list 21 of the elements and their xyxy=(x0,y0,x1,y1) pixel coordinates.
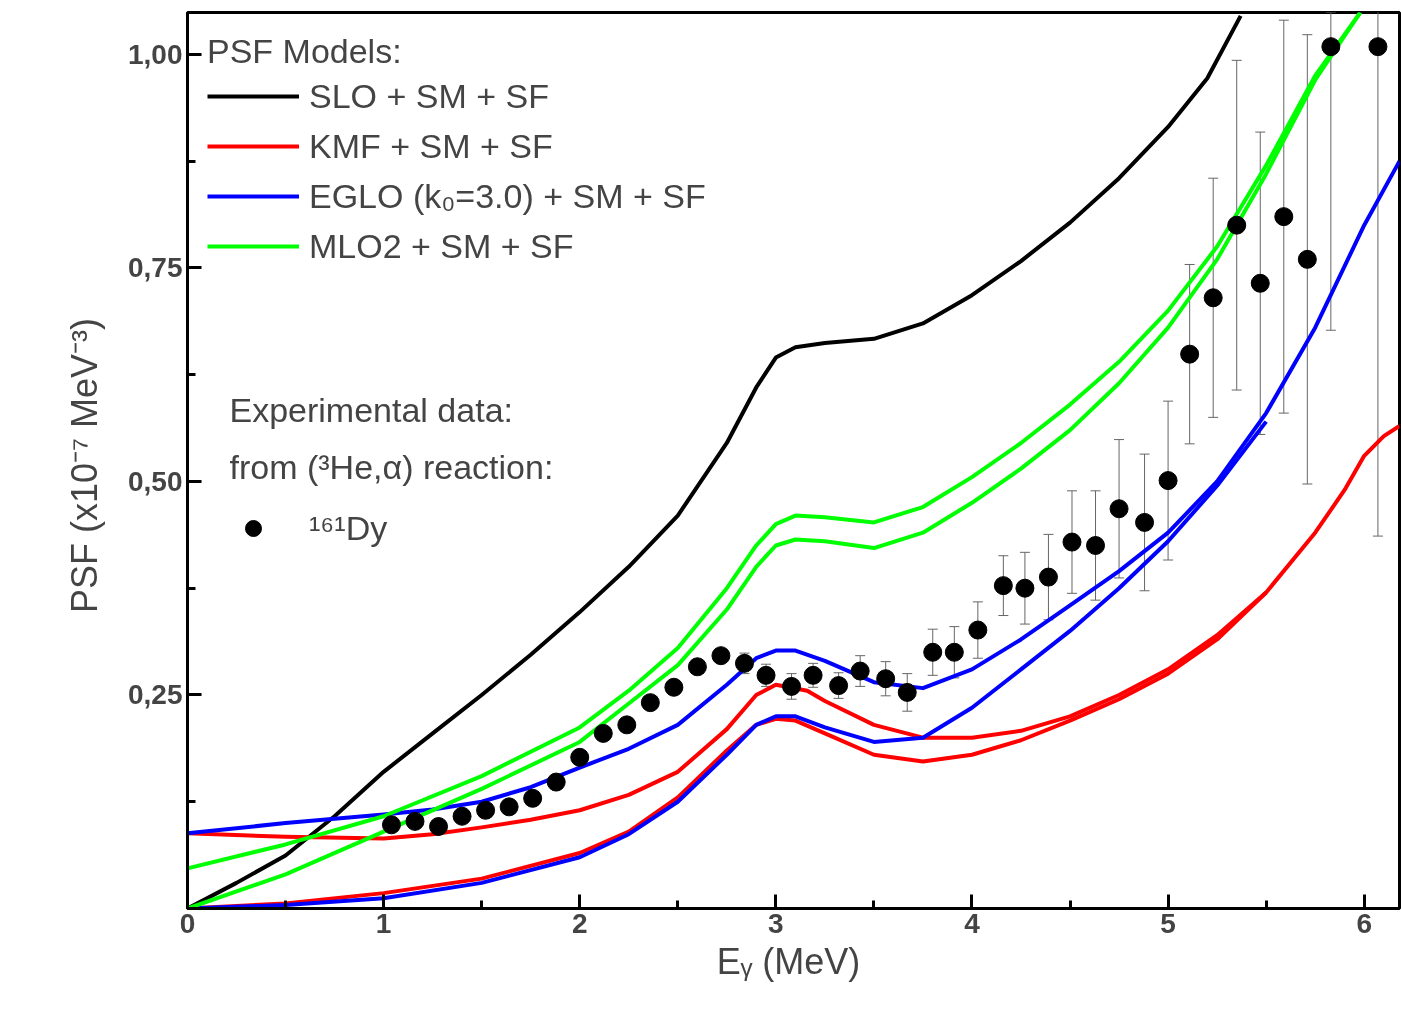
y-tick-label: 0,25 xyxy=(128,679,183,711)
legend-label: KMF + SM + SF xyxy=(309,126,553,166)
y-tick-label: 1,00 xyxy=(128,38,183,70)
annotation: Experimental data: xyxy=(229,390,513,429)
x-tick-label: 0 xyxy=(179,907,196,939)
legend-title: PSF Models: xyxy=(207,32,403,71)
x-tick-label: 4 xyxy=(964,907,981,939)
x-tick-label: 3 xyxy=(768,907,784,939)
y-axis-title: PSF (x10⁻⁷ MeV⁻³) xyxy=(64,317,105,614)
y-tick-label: 0,75 xyxy=(128,252,183,284)
legend-label: ¹⁶¹Dy xyxy=(309,508,388,548)
annotation: from (³He,α) reaction: xyxy=(229,447,554,486)
x-tick-label: 2 xyxy=(571,907,588,939)
y-tick-label: 0,50 xyxy=(128,465,183,497)
x-tick-label: 1 xyxy=(375,907,392,939)
x-axis-title: Eᵧ (MeV) xyxy=(716,940,861,982)
legend-label: SLO + SM + SF xyxy=(309,76,549,116)
legend-label: MLO2 + SM + SF xyxy=(309,226,574,266)
x-tick-label: 5 xyxy=(1160,907,1176,939)
legend-label: EGLO (k₀=3.0) + SM + SF xyxy=(309,176,706,216)
x-tick-label: 6 xyxy=(1356,907,1372,939)
